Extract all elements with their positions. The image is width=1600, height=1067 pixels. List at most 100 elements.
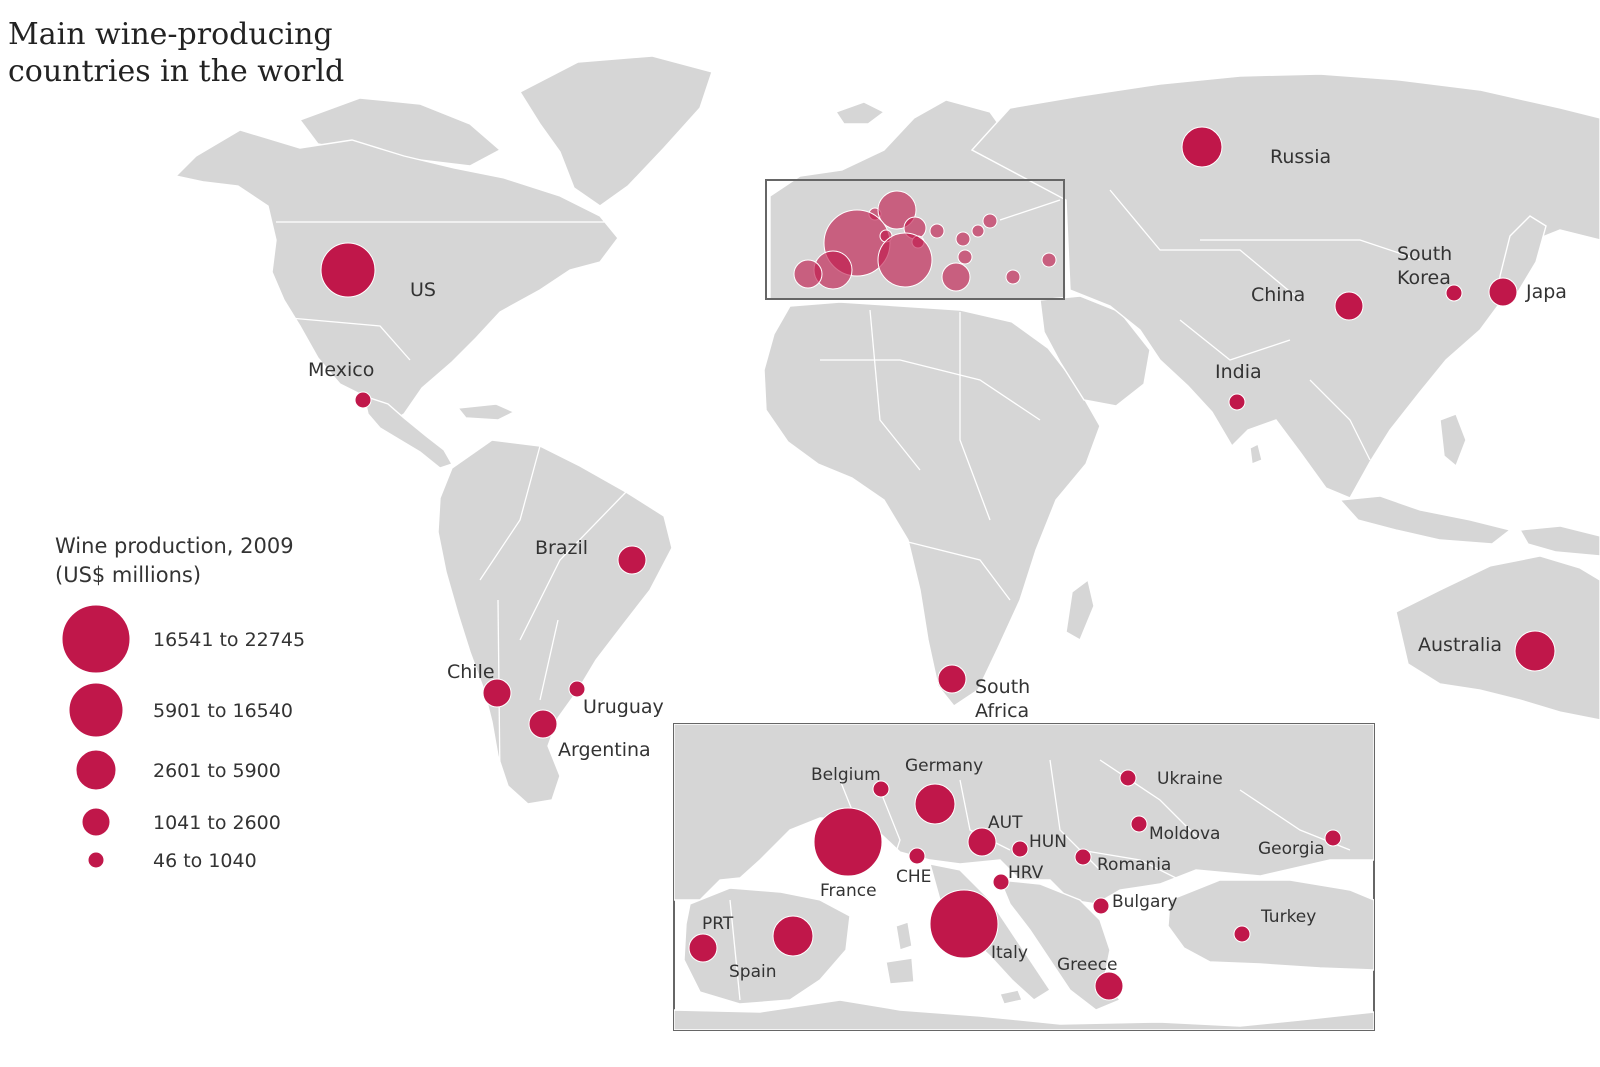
- inset-bubble-hun: [1011, 840, 1029, 858]
- landmass-philippines: [1439, 413, 1467, 468]
- inset-bubble-romania: [1074, 848, 1092, 866]
- inset-label-bulgary: Bulgary: [1112, 892, 1177, 912]
- inset-bubble-france: [813, 807, 883, 877]
- bubble-japa: [1488, 277, 1518, 307]
- overview-bubble-greece: [941, 262, 971, 292]
- inset-bubble-turkey: [1233, 925, 1251, 943]
- inset-bubble-germany: [914, 783, 956, 825]
- bubble-india: [1228, 393, 1246, 411]
- bubble-china: [1334, 291, 1364, 321]
- landmass-australia: [1395, 555, 1600, 721]
- landmass-africa: [763, 301, 1101, 707]
- europe-inset: Belgium Germany France CHE AUT HUN HRV Italy Spa…: [673, 723, 1375, 1031]
- bubble-us: [320, 242, 376, 298]
- label-mexico: Mexico: [308, 359, 374, 381]
- bubble-australia: [1514, 630, 1556, 672]
- legend-circle-5: [87, 851, 105, 869]
- label-south-africa: South Africa: [975, 676, 1030, 722]
- world-landmasses: [174, 55, 1600, 805]
- overview-bubble-turkey: [1005, 269, 1021, 285]
- inset-land-north-africa: [674, 999, 1374, 1030]
- bubble-brazil: [617, 545, 647, 575]
- overview-bubble-hun: [929, 223, 945, 239]
- europe-overview-frame: [765, 179, 1065, 300]
- inset-land-iberia: [683, 887, 851, 1005]
- inset-land-balkans: [998, 879, 1122, 1011]
- landmass-iceland: [834, 101, 886, 125]
- overview-bubble-ukraine: [982, 213, 998, 229]
- inset-bubble-hrv: [992, 873, 1010, 891]
- label-us: US: [410, 279, 436, 301]
- inset-label-germany: Germany: [905, 756, 983, 776]
- europe-overview: [765, 179, 1065, 300]
- legend-circle-4: [81, 807, 111, 837]
- landmass-caribbean: [456, 403, 516, 421]
- label-argentina: Argentina: [558, 739, 651, 761]
- landmass-indonesia: [1338, 495, 1512, 545]
- inset-bubble-georgia: [1324, 829, 1342, 847]
- bubble-mexico: [354, 391, 372, 409]
- inset-bubble-italy: [929, 889, 999, 959]
- inset-land-turkey: [1167, 879, 1374, 971]
- inset-label-france: France: [820, 881, 877, 901]
- inset-bubble-prt: [688, 933, 718, 963]
- landmass-new-guinea: [1518, 525, 1600, 557]
- label-australia: Australia: [1418, 634, 1502, 656]
- legend-label-4: 1041 to 2600: [153, 812, 281, 834]
- inset-label-hrv: HRV: [1008, 863, 1044, 883]
- label-china: China: [1251, 284, 1305, 306]
- bubble-uruguay: [568, 680, 586, 698]
- inset-bubble-moldova: [1130, 815, 1148, 833]
- inset-label-hun: HUN: [1029, 832, 1067, 852]
- inset-bubble-spain: [772, 915, 814, 957]
- legend-label-5: 46 to 1040: [153, 850, 257, 872]
- label-chile: Chile: [447, 661, 495, 683]
- label-japa: Japa: [1525, 281, 1567, 303]
- legend-title-line1: Wine production, 2009: [55, 534, 294, 558]
- label-uruguay: Uruguay: [583, 696, 664, 718]
- overview-bubble-italy: [877, 232, 933, 288]
- landmass-asia: [970, 73, 1600, 499]
- bubble-south-africa: [937, 664, 967, 694]
- legend-label-3: 2601 to 5900: [153, 760, 281, 782]
- inset-label-che: CHE: [896, 867, 931, 887]
- inset-land-north-europe: [674, 724, 1374, 905]
- bubble-chile: [482, 678, 512, 708]
- landmass-madagascar: [1065, 578, 1095, 642]
- inset-label-belgium: Belgium: [811, 765, 881, 785]
- inset-bubble-greece: [1094, 971, 1124, 1001]
- inset-label-ukraine: Ukraine: [1157, 769, 1223, 789]
- inset-label-georgia: Georgia: [1258, 839, 1325, 859]
- inset-label-italy: Italy: [991, 943, 1028, 963]
- inset-bubble-bulgary: [1092, 897, 1110, 915]
- label-brazil: Brazil: [535, 537, 588, 559]
- legend-title-line2: (US$ millions): [55, 563, 201, 587]
- overview-bubble-bulgary: [957, 249, 973, 265]
- europe-inset-marks: Belgium Germany France CHE AUT HUN HRV Italy Spa…: [688, 756, 1342, 1001]
- legend-circle-2: [68, 682, 124, 738]
- inset-label-spain: Spain: [729, 962, 777, 982]
- inset-label-romania: Romania: [1097, 855, 1171, 875]
- landmass-south-america: [437, 439, 673, 805]
- inset-label-greece: Greece: [1057, 955, 1118, 975]
- label-south-korea: South Korea: [1397, 243, 1452, 289]
- inset-bubble-che: [908, 847, 926, 865]
- world-country-marks: US Mexico Brazil Chile Uruguay Argentina South…: [308, 126, 1567, 761]
- landmass-central-america: [363, 394, 454, 469]
- landmass-middle-east: [1039, 295, 1151, 407]
- legend-label-1: 16541 to 22745: [153, 629, 305, 651]
- legend: Wine production, 2009 (US$ millions) 165…: [55, 534, 305, 872]
- legend-circle-3: [75, 749, 117, 791]
- inset-land-islands: [885, 921, 1023, 1005]
- overview-bubble-romania: [955, 231, 971, 247]
- country-borders: [276, 189, 1421, 781]
- europe-overview-bubbles: [793, 190, 1057, 292]
- bubble-south-korea: [1445, 284, 1463, 302]
- landmass-north-america: [174, 129, 619, 425]
- label-russia: Russia: [1270, 146, 1331, 168]
- bubble-russia: [1181, 126, 1223, 168]
- inset-bubble-belgium: [872, 780, 890, 798]
- map-title: Main wine-producing countries in the wor…: [8, 17, 345, 89]
